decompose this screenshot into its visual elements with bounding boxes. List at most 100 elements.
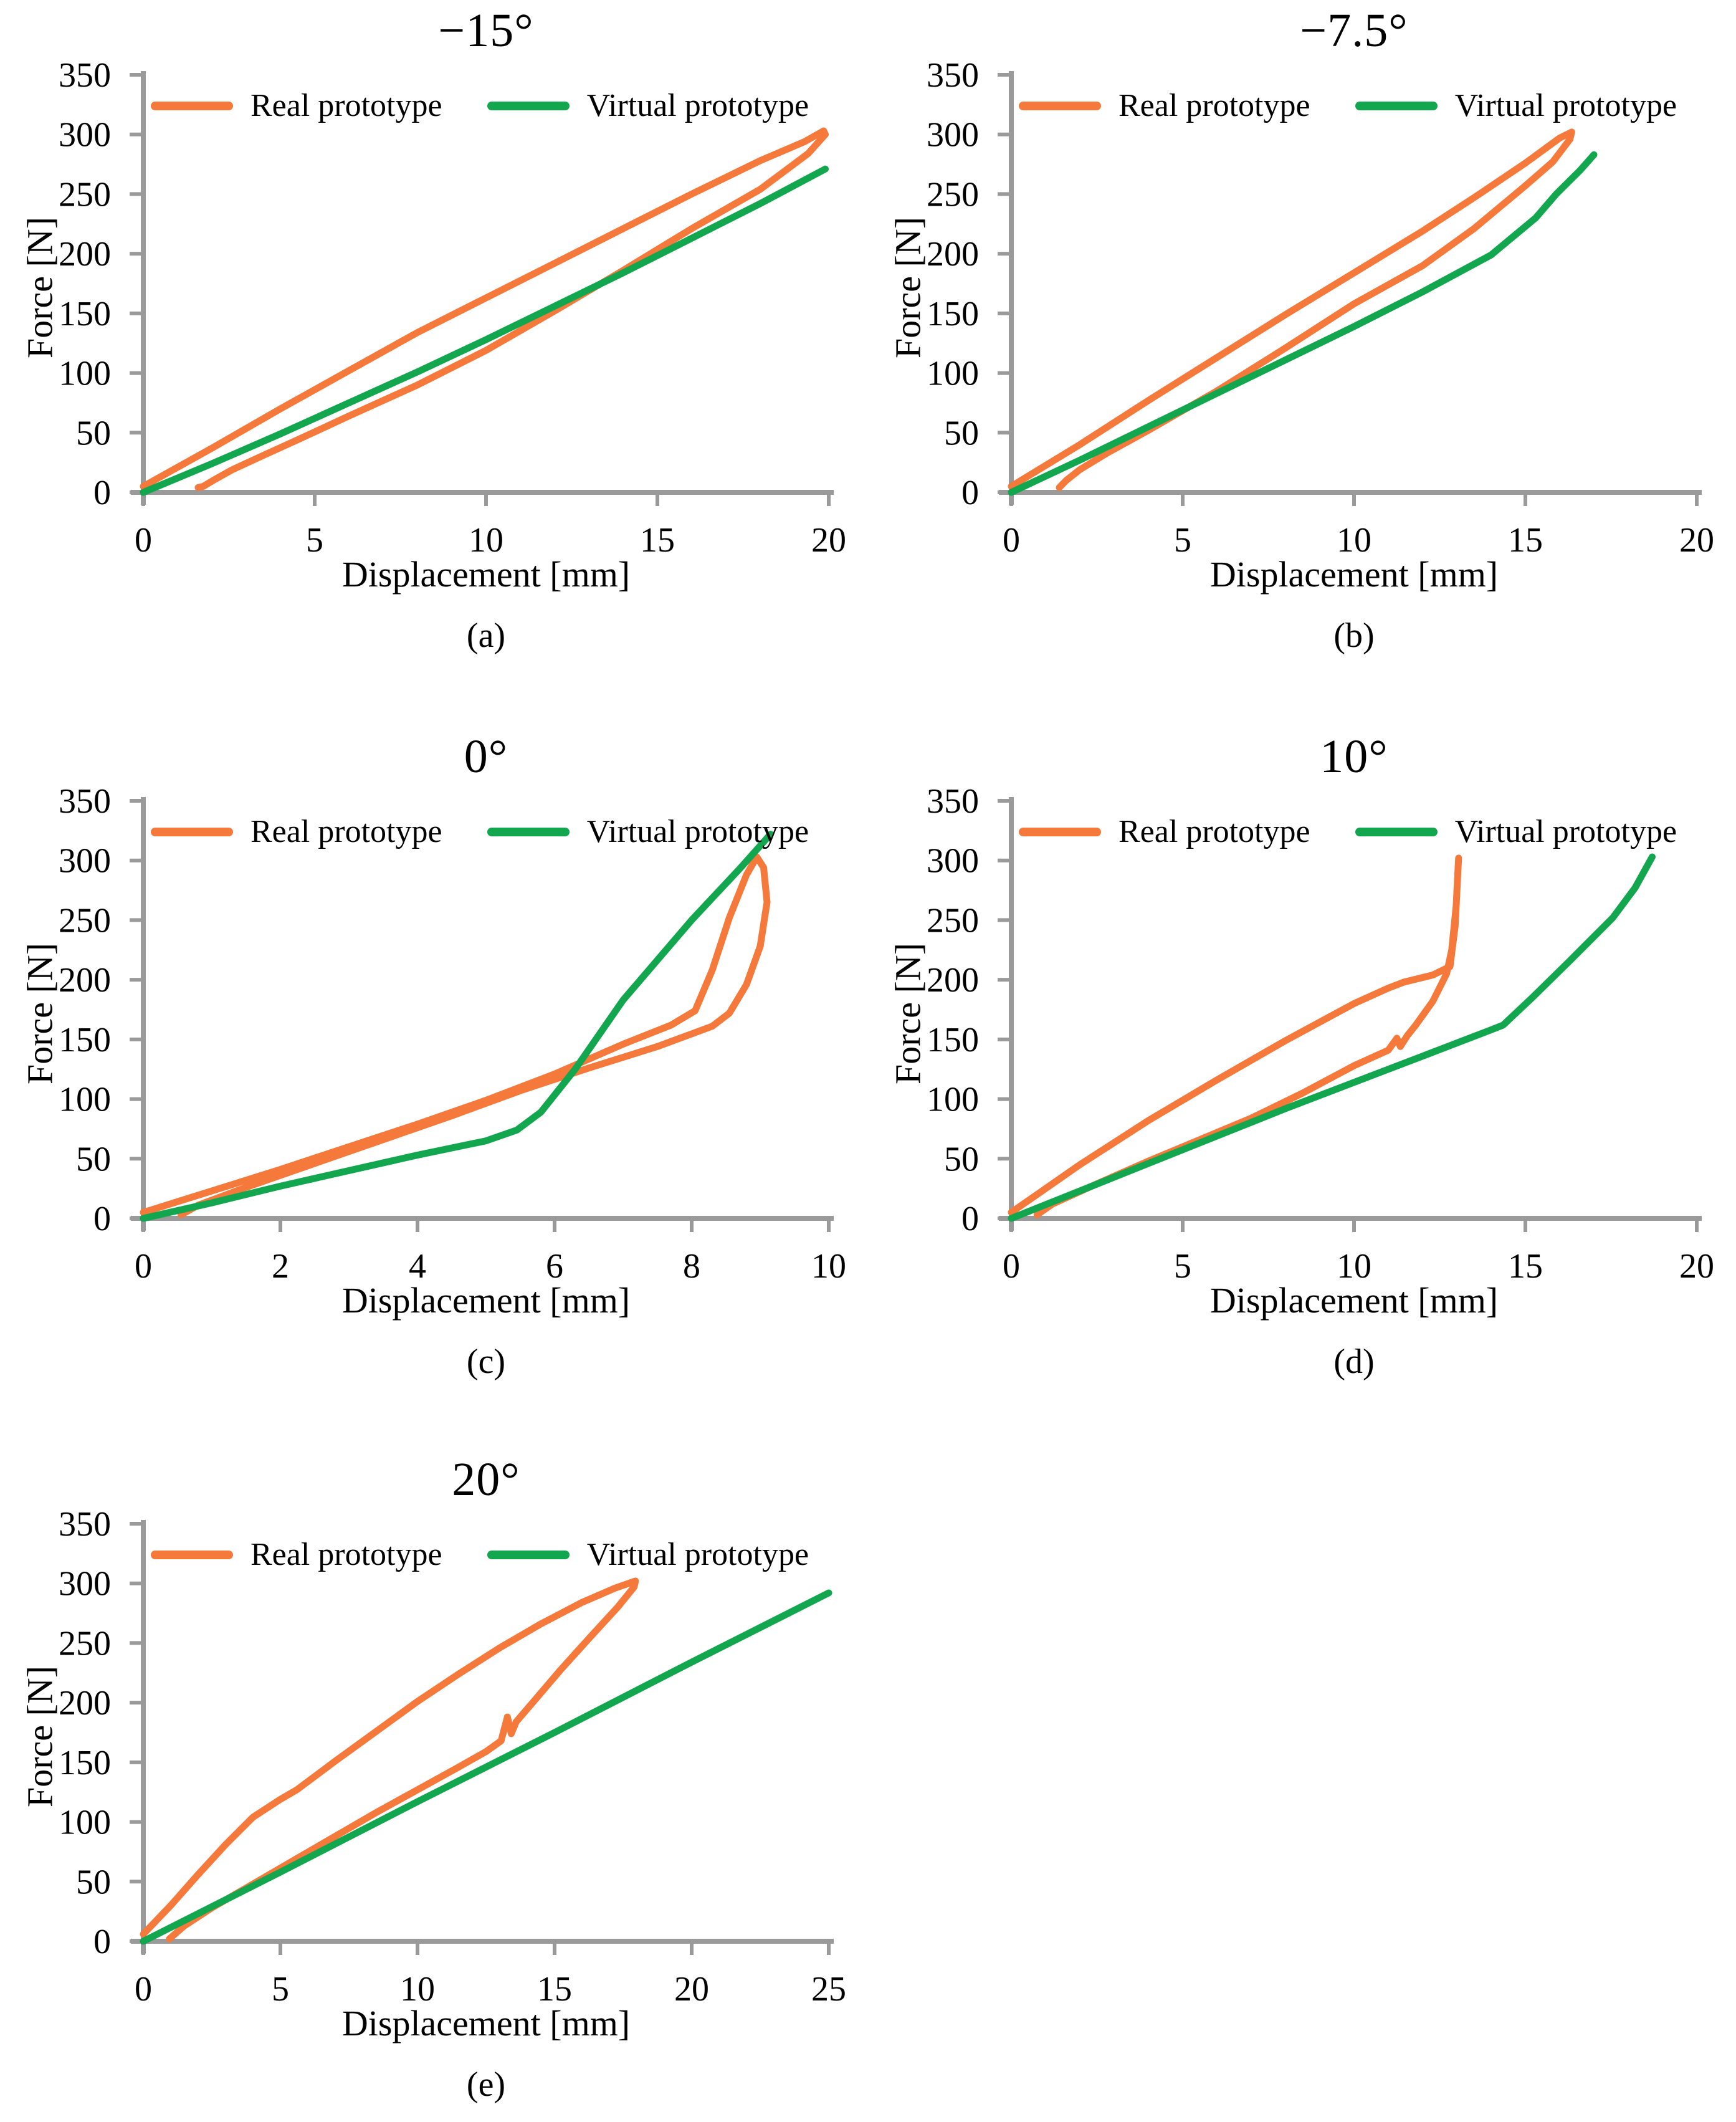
y-tick-label: 350	[927, 56, 979, 95]
y-tick-label: 100	[927, 1081, 979, 1119]
legend: Real prototype Virtual prototype	[112, 1536, 847, 1573]
x-tick-label: 20	[1679, 521, 1714, 560]
y-tick-label: 150	[927, 1021, 979, 1059]
x-tick-label: 5	[306, 521, 323, 560]
legend-swatch-real	[150, 827, 233, 836]
legend-label-virtual: Virtual prototype	[1454, 88, 1677, 123]
y-tick-label: 300	[59, 842, 111, 881]
x-tick-label: 25	[811, 1970, 846, 2009]
x-tick-label: 15	[640, 521, 675, 560]
legend-swatch-virtual	[487, 101, 570, 110]
y-tick-label: 150	[59, 1744, 111, 1782]
legend-swatch-real	[150, 101, 233, 110]
legend: Real prototype Virtual prototype	[112, 813, 847, 850]
x-tick-label: 20	[1679, 1247, 1714, 1286]
legend: Real prototype Virtual prototype	[980, 813, 1715, 850]
legend: Real prototype Virtual prototype	[112, 87, 847, 124]
y-tick-label: 350	[59, 782, 111, 821]
x-axis-label: Displacement [mm]	[341, 1280, 631, 1321]
legend-swatch-real	[1018, 101, 1101, 110]
y-tick-label: 0	[93, 1923, 111, 1961]
y-tick-label: 0	[93, 1200, 111, 1238]
y-tick-label: 150	[927, 295, 979, 333]
legend: Real prototype Virtual prototype	[980, 87, 1715, 124]
y-tick-label: 350	[927, 782, 979, 821]
y-tick-label: 150	[59, 1021, 111, 1059]
series-line-virtual-prototype	[140, 1589, 832, 1945]
legend-swatch-real	[150, 1550, 233, 1559]
y-tick-label: 50	[76, 1140, 111, 1178]
legend-label-virtual: Virtual prototype	[586, 88, 809, 123]
y-tick-label: 200	[927, 235, 979, 274]
y-tick-label: 300	[59, 116, 111, 155]
x-tick-label: 0	[1003, 521, 1020, 560]
x-tick-label: 4	[409, 1247, 426, 1286]
y-tick-label: 100	[59, 1804, 111, 1842]
y-tick-label: 200	[59, 235, 111, 274]
legend-label-virtual: Virtual prototype	[586, 1537, 809, 1572]
x-axis-label: Displacement [mm]	[1209, 554, 1499, 595]
series-line-real-prototype	[140, 1577, 639, 1943]
y-tick-label: 200	[59, 1684, 111, 1723]
legend-swatch-virtual	[487, 1550, 570, 1559]
chart-title: 10°	[1320, 730, 1388, 783]
series-line-virtual-prototype	[140, 165, 829, 496]
legend-label-virtual: Virtual prototype	[1454, 814, 1677, 849]
series-line-virtual-prototype	[140, 831, 774, 1222]
chart-panel-c: 0° 0 50 100 150 200 250 300 350 0 2 4 6 8 10 Real pro…	[0, 726, 868, 1399]
x-tick-label: 15	[1508, 1247, 1543, 1286]
chart-panel-b: −7.5° 0 50 100 150 200 250 300 350 0 5 10 15 20 Real…	[868, 0, 1736, 673]
plot-area: 0 50 100 150 200 250 300 350 0 5 10 15 20	[927, 56, 1714, 560]
legend-swatch-virtual	[1355, 101, 1438, 110]
x-axis-label: Displacement [mm]	[1209, 1280, 1499, 1321]
legend-label-real: Real prototype	[250, 88, 442, 123]
series-line-real-prototype	[140, 853, 771, 1218]
x-tick-label: 0	[135, 1970, 152, 2009]
legend-label-virtual: Virtual prototype	[586, 814, 809, 849]
series-line-virtual-prototype	[1008, 853, 1656, 1222]
y-tick-label: 50	[944, 1140, 979, 1178]
y-tick-label: 250	[927, 901, 979, 940]
x-tick-label: 15	[1508, 521, 1543, 560]
legend-swatch-virtual	[487, 827, 570, 836]
plot-area: 0 50 100 150 200 250 300 350 0 5 10 15 20 25	[59, 1505, 846, 2009]
y-axis-label: Force [N]	[887, 216, 928, 359]
y-tick-label: 50	[76, 1863, 111, 1901]
y-tick-label: 350	[59, 1505, 111, 1544]
x-tick-label: 5	[1174, 1247, 1191, 1286]
x-tick-label: 0	[135, 1247, 152, 1286]
x-tick-label: 15	[537, 1970, 572, 2009]
chart-panel-e: 20° 0 50 100 150 200 250 300 350 0 5 10 15 20 25 Real…	[0, 1449, 868, 2122]
x-tick-label: 10	[811, 1247, 846, 1286]
y-tick-label: 350	[59, 56, 111, 95]
chart-title: 0°	[464, 730, 508, 783]
chart-panel-a: −15° 0 50 100 150 200 250 300 350 0 5 10 15 20 Real …	[0, 0, 868, 673]
x-tick-label: 8	[683, 1247, 700, 1286]
x-tick-label: 6	[546, 1247, 563, 1286]
y-tick-label: 50	[76, 414, 111, 452]
y-tick-label: 300	[59, 1565, 111, 1603]
legend-label-real: Real prototype	[250, 1537, 442, 1572]
subfigure-caption: (c)	[466, 1342, 506, 1381]
x-tick-label: 0	[135, 521, 152, 560]
y-tick-label: 300	[927, 842, 979, 881]
series-line-real-prototype	[1008, 854, 1462, 1218]
chart-panel-d: 10° 0 50 100 150 200 250 300 350 0 5 10 15 20 Real p…	[868, 726, 1736, 1399]
x-tick-label: 5	[1174, 521, 1191, 560]
y-tick-label: 150	[59, 295, 111, 333]
y-tick-label: 100	[59, 1081, 111, 1119]
y-tick-label: 100	[59, 355, 111, 393]
y-tick-label: 0	[93, 474, 111, 512]
chart-title: −7.5°	[1300, 4, 1408, 57]
y-tick-label: 250	[59, 901, 111, 940]
x-axis-label: Displacement [mm]	[341, 2003, 631, 2043]
x-tick-label: 20	[811, 521, 846, 560]
x-tick-label: 0	[1003, 1247, 1020, 1286]
x-tick-label: 10	[1337, 521, 1371, 560]
x-tick-label: 10	[1337, 1247, 1371, 1286]
x-tick-label: 10	[469, 521, 503, 560]
y-tick-label: 250	[59, 175, 111, 214]
legend-swatch-virtual	[1355, 827, 1438, 836]
y-axis-label: Force [N]	[887, 942, 928, 1085]
x-tick-label: 10	[400, 1970, 435, 2009]
